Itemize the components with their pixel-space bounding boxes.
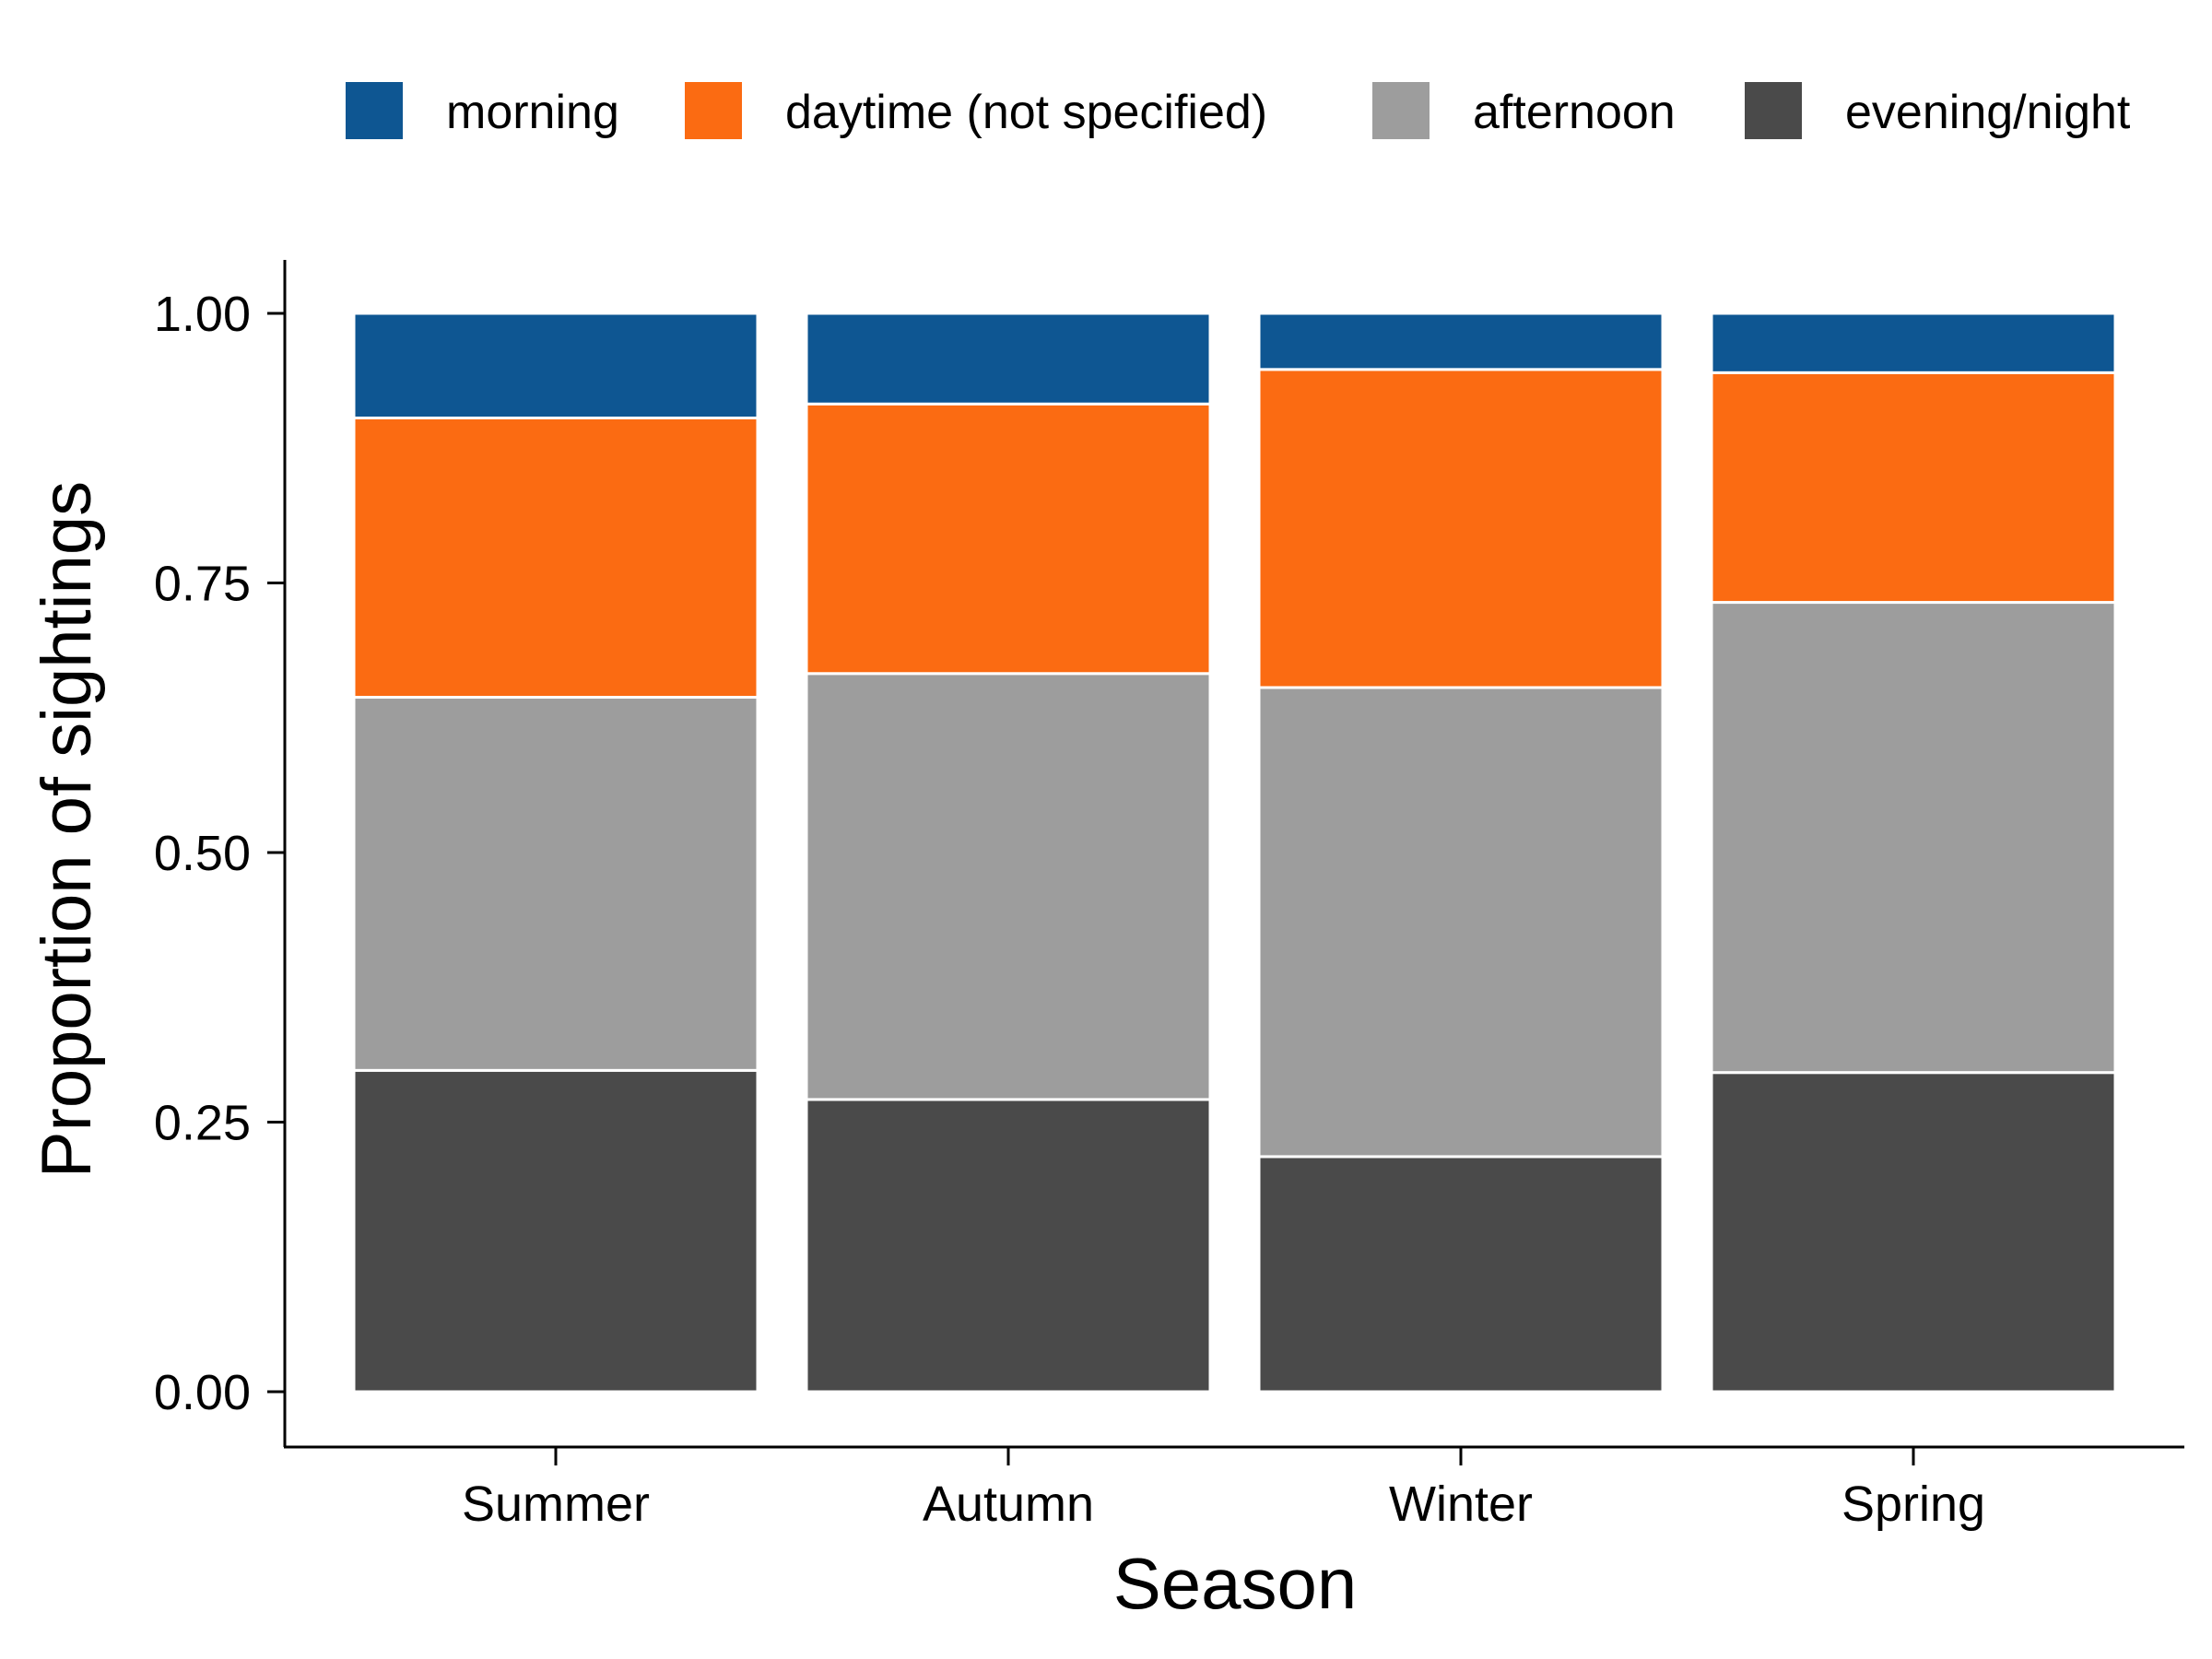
legend-key-evening-night [1745, 82, 1802, 139]
y-tick-label: 0.50 [154, 826, 251, 881]
legend-key-daytime-not-specified [685, 82, 742, 139]
y-tick-label: 0.75 [154, 557, 251, 612]
y-axis-title: Proportion of sightings [28, 481, 106, 1178]
bar-segment-spring-afternoon [1710, 601, 2117, 1075]
legend-key-morning [346, 82, 403, 139]
axes: 0.00 0.25 0.50 0.75 1.00 Summer Autumn Winter Sp… [154, 260, 2184, 1532]
legend-key-afternoon [1372, 82, 1430, 139]
bar-segment-winter-afternoon [1257, 686, 1665, 1159]
bar-segment-summer-morning [352, 312, 759, 419]
y-tick-label: 0.25 [154, 1096, 251, 1151]
bar-segment-autumn-daytime-not-specified [805, 402, 1212, 676]
bar-segment-spring-daytime-not-specified [1710, 371, 2117, 605]
y-tick-label: 0.00 [154, 1365, 251, 1420]
legend-label-daytime-not-specified: daytime (not specified) [785, 86, 1267, 139]
bar-segment-spring-evening-night [1710, 1071, 2117, 1394]
bar-segment-summer-afternoon [352, 696, 759, 1072]
legend: morning daytime (not specified) afternoon e… [346, 82, 2131, 139]
bar-segment-winter-daytime-not-specified [1257, 368, 1665, 689]
bar-segment-winter-evening-night [1257, 1155, 1665, 1394]
legend-label-evening-night: evening/night [1845, 86, 2131, 139]
x-tick-label-spring: Spring [1841, 1477, 1985, 1532]
x-axis-title: Season [1113, 1543, 1358, 1624]
bar-segment-spring-morning [1710, 312, 2117, 374]
bars [352, 312, 2117, 1394]
bar-segment-summer-daytime-not-specified [352, 416, 759, 700]
x-tick-label-summer: Summer [462, 1477, 650, 1532]
x-tick-label-autumn: Autumn [923, 1477, 1094, 1532]
bar-segment-autumn-afternoon [805, 672, 1212, 1101]
bar-segment-autumn-evening-night [805, 1098, 1212, 1394]
legend-label-morning: morning [446, 86, 619, 139]
y-tick-label: 1.00 [154, 287, 251, 342]
bar-segment-summer-evening-night [352, 1068, 759, 1394]
legend-label-afternoon: afternoon [1473, 86, 1676, 139]
bar-segment-autumn-morning [805, 312, 1212, 406]
x-tick-label-winter: Winter [1389, 1477, 1533, 1532]
bar-segment-winter-morning [1257, 312, 1665, 371]
